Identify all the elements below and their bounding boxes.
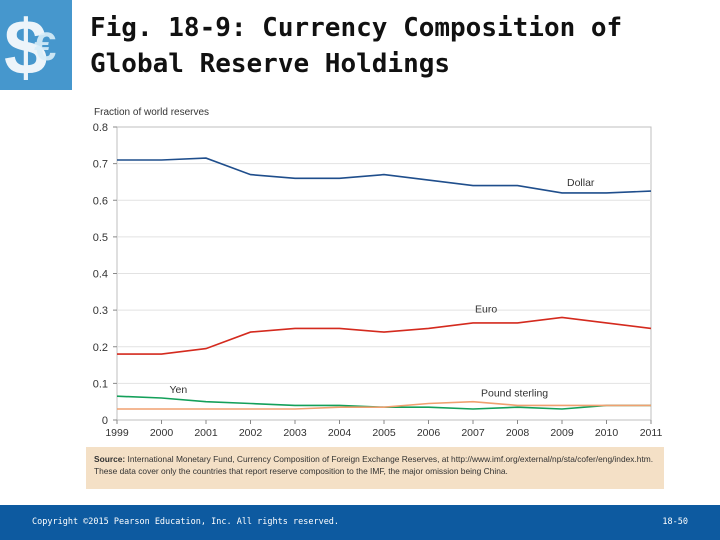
svg-text:€: € [34,25,56,69]
annotation-pound-sterling: Pound sterling [481,388,548,400]
x-tick-label: 2002 [239,427,263,439]
y-tick-label: 0.3 [93,305,108,317]
series-line-pound-sterling [117,400,651,410]
source-label: Source: [94,454,126,464]
x-tick-label: 2005 [372,427,396,439]
reserve-composition-chart: Fraction of world reserves 0 0.1 0.2 0.3 0.4… [93,107,663,439]
x-tick-label: 1999 [105,427,129,439]
footer-bar: Copyright ©2015 Pearson Education, Inc. … [0,505,720,540]
x-tick-label: 2003 [283,427,307,439]
series-line-euro [117,316,652,355]
y-tick-label: 0.6 [93,195,108,207]
y-tick-label: 0 [102,415,108,427]
slide-number: 18-50 [662,517,688,527]
x-tick-label: 2009 [550,427,574,439]
title-line-2: Global Reserve Holdings [90,49,451,79]
y-tick-label: 0.5 [93,232,108,244]
x-tick-label: 2004 [328,427,352,439]
x-tick-label: 2006 [417,427,441,439]
annotation-euro: Euro [475,303,497,315]
series-line-dollar [117,157,652,194]
svg-text:$: $ [4,3,47,90]
x-tick-label: 2001 [194,427,218,439]
page-title: Fig. 18-9: Currency Composition of Globa… [90,10,710,82]
x-tick-label: 2011 [640,427,663,439]
x-tick-label: 2000 [150,427,174,439]
x-tick-label: 2007 [461,427,485,439]
source-note: Source: International Monetary Fund, Cur… [86,447,664,489]
y-tick-label: 0.7 [93,159,108,171]
dollar-euro-icon: $ € [0,0,72,91]
copyright-text: Copyright ©2015 Pearson Education, Inc. … [32,517,340,527]
x-tick-label: 2010 [595,427,619,439]
y-axis-label: Fraction of world reserves [94,107,209,118]
source-text: International Monetary Fund, Currency Co… [94,454,654,476]
annotation-yen: Yen [170,384,188,396]
annotation-dollar: Dollar [567,177,595,189]
y-tick-label: 0.2 [93,342,108,354]
y-tick-label: 0.8 [93,122,108,134]
y-tick-label: 0.4 [93,269,108,281]
title-line-1: Fig. 18-9: Currency Composition of [90,13,623,43]
x-tick-label: 2008 [506,427,530,439]
y-tick-label: 0.1 [93,378,108,390]
